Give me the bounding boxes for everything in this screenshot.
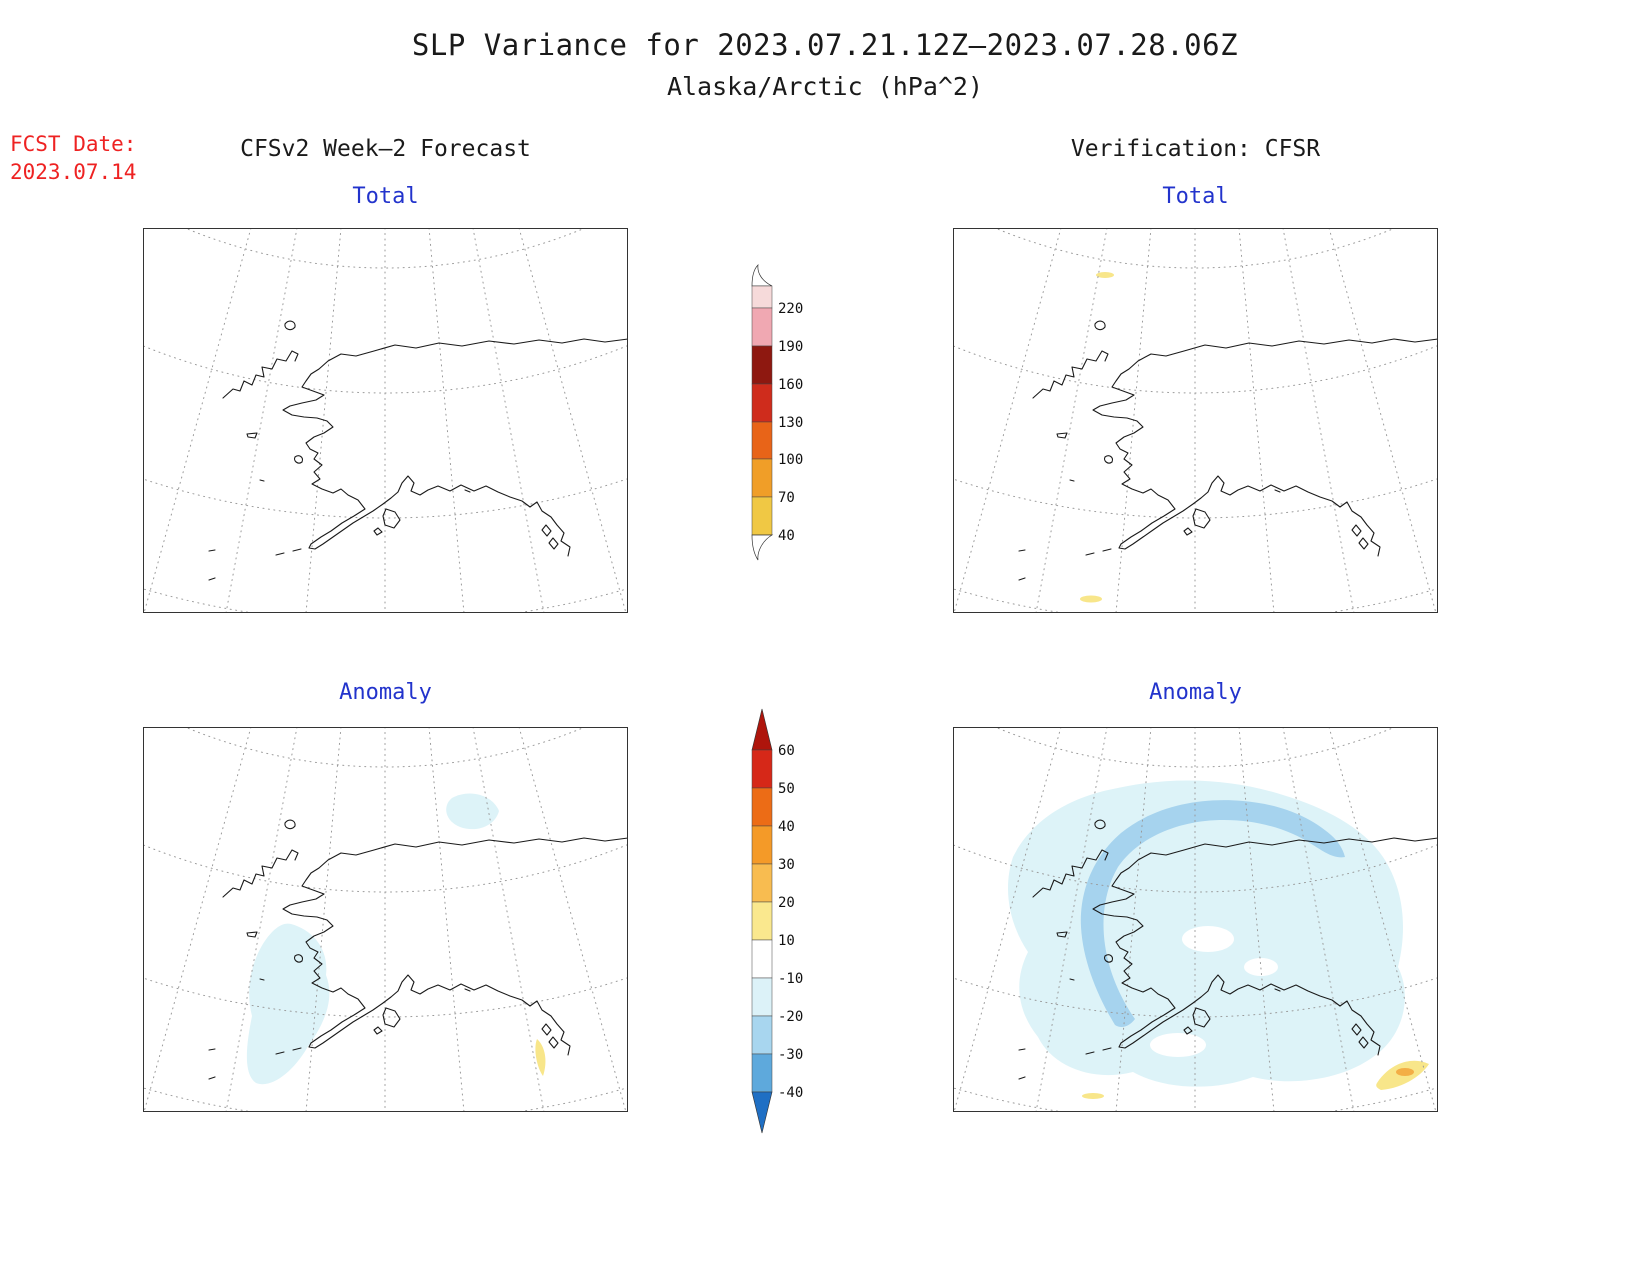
- neutral-hole-2: [1244, 958, 1278, 976]
- cb-total-tick-70: 70: [778, 490, 795, 506]
- cb-anom-seg-m10-m20: [751, 977, 773, 1017]
- colorbar-top-taper: [751, 264, 773, 287]
- cb-anom-tick-m10: -10: [778, 971, 803, 987]
- cb-anom-tick-m30: -30: [778, 1047, 803, 1063]
- cb-anom-seg-m20-m30: [751, 1015, 773, 1055]
- neg-anomaly-region-bering: [246, 923, 330, 1085]
- cb-total-seg-40-70: [751, 496, 773, 536]
- cb-anom-tick-50: 50: [778, 781, 795, 797]
- neutral-hole-1: [1182, 926, 1234, 952]
- panel-frame: [143, 727, 628, 1112]
- column-header-forecast: CFSv2 Week–2 Forecast: [240, 136, 531, 162]
- cb-anom-seg-neutral: [751, 939, 773, 979]
- panel-frame: [953, 727, 1438, 1112]
- graticule: [143, 727, 628, 1112]
- cb-anom-tick-20: 20: [778, 895, 795, 911]
- cb-anom-tick-10: 10: [778, 933, 795, 949]
- cb-total-tick-190: 190: [778, 339, 803, 355]
- panel-forecast-anomaly: [143, 727, 628, 1112]
- fcst-date-block: FCST Date: 2023.07.14: [10, 130, 136, 186]
- cb-total-tick-40: 40: [778, 528, 795, 544]
- cb-anom-arrow-bottom: [751, 1091, 773, 1134]
- cb-anom-tick-60: 60: [778, 743, 795, 759]
- cb-total-seg-100-130: [751, 421, 773, 460]
- fcst-date-label: FCST Date:: [10, 132, 137, 156]
- panel-verification-total: [953, 228, 1438, 613]
- panel-label-verification-anomaly: Anomaly: [1149, 680, 1242, 705]
- cb-total-seg-160-190: [751, 345, 773, 385]
- cb-anom-arrow-top: [751, 708, 773, 751]
- cb-anom-seg-20-30: [751, 863, 773, 903]
- pos-anomaly-region-gulf: [535, 1039, 546, 1076]
- pos-anomaly-speck-south: [1082, 1093, 1104, 1099]
- cb-total-seg-190-220: [751, 307, 773, 347]
- cb-total-tick-220: 220: [778, 301, 803, 317]
- graticule: [143, 228, 628, 613]
- neutral-hole-3: [1150, 1033, 1206, 1057]
- cb-anom-tick-m40: -40: [778, 1085, 803, 1101]
- panel-frame: [953, 228, 1438, 613]
- cb-anom-seg-m30-m40: [751, 1053, 773, 1093]
- total-40-70-speck-south: [1080, 595, 1102, 603]
- coastline: [1018, 320, 1438, 581]
- total-40-70-speck-north: [1096, 272, 1114, 278]
- cb-anom-seg-30-40: [751, 825, 773, 865]
- cb-anom-seg-10-20: [751, 901, 773, 941]
- figure-subtitle: Alaska/Arctic (hPa^2): [666, 72, 984, 101]
- panel-verification-anomaly: [953, 727, 1438, 1112]
- cb-anom-tick-m20: -20: [778, 1009, 803, 1025]
- fcst-date-value: 2023.07.14: [10, 160, 137, 184]
- panel-frame: [143, 228, 628, 613]
- panel-label-forecast-total: Total: [352, 184, 419, 209]
- panel-label-verification-total: Total: [1162, 184, 1229, 209]
- cb-total-seg-gt220: [751, 285, 773, 309]
- cb-total-tick-100: 100: [778, 452, 803, 468]
- coastline: [208, 320, 628, 581]
- column-header-verification: Verification: CFSR: [1070, 136, 1321, 162]
- cb-total-seg-70-100: [751, 458, 773, 498]
- cb-anom-seg-40-50: [751, 787, 773, 827]
- graticule: [953, 228, 1438, 613]
- neg-anomaly-band-strong: [1080, 800, 1345, 1027]
- panel-forecast-total: [143, 228, 628, 613]
- colorbar-anomaly: 60 50 40 30 20 10 -10 -20 -30 -40: [742, 703, 817, 1143]
- cb-anom-seg-50-60: [751, 749, 773, 789]
- neg-anomaly-region-chukchi: [446, 793, 499, 830]
- cb-anom-tick-30: 30: [778, 857, 795, 873]
- cb-total-tick-130: 130: [778, 415, 803, 431]
- pos-anomaly-core: [1396, 1068, 1414, 1076]
- figure-title: SLP Variance for 2023.07.21.12Z–2023.07.…: [411, 28, 1239, 62]
- cb-total-tick-160: 160: [778, 377, 803, 393]
- cb-total-seg-130-160: [751, 383, 773, 423]
- cb-anom-tick-40: 40: [778, 819, 795, 835]
- panel-label-forecast-anomaly: Anomaly: [339, 680, 432, 705]
- colorbar-total: 220 190 160 130 100 70 40: [742, 264, 817, 579]
- colorbar-bottom-taper: [751, 534, 774, 561]
